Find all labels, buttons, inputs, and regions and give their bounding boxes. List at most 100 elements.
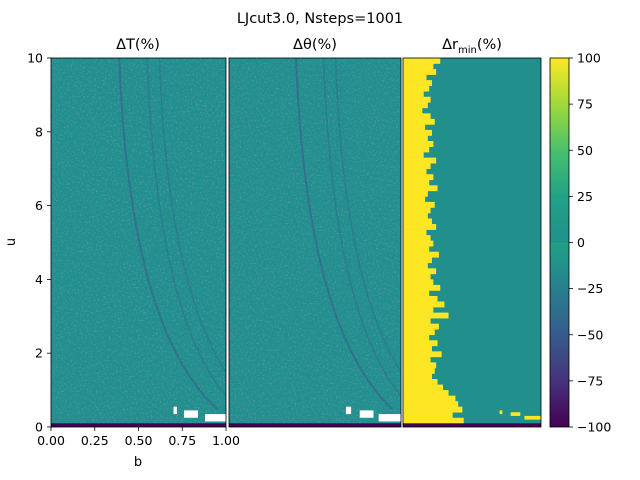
colorbar-tick-label: 25 bbox=[577, 189, 593, 204]
high-region-cell bbox=[403, 80, 432, 86]
y-tick-label: 6 bbox=[35, 198, 43, 213]
high-region-cell bbox=[403, 235, 431, 241]
high-region-cell bbox=[403, 251, 439, 258]
high-region-cell bbox=[403, 185, 438, 192]
high-region-cell bbox=[403, 290, 430, 297]
heatmap-arcs bbox=[118, 58, 226, 411]
high-region-cell bbox=[403, 229, 427, 236]
high-region-cell bbox=[403, 279, 434, 286]
high-region-cell bbox=[403, 58, 441, 64]
panel-title: Δθ(%) bbox=[293, 37, 337, 53]
high-region-cell bbox=[403, 406, 463, 413]
high-region-cell bbox=[403, 323, 439, 330]
high-region-cell bbox=[403, 113, 431, 120]
high-region-cell bbox=[403, 296, 438, 302]
missing-cell bbox=[345, 406, 352, 415]
colorbar-tick-label: 50 bbox=[577, 143, 593, 158]
high-value-cell bbox=[510, 412, 521, 416]
high-region-cell bbox=[403, 384, 444, 391]
high-region-cell bbox=[403, 240, 434, 247]
high-region-cell bbox=[403, 196, 426, 203]
high-region-cell bbox=[403, 412, 453, 419]
high-region-cell bbox=[403, 69, 437, 75]
arc-line bbox=[118, 58, 218, 411]
high-region-cell bbox=[403, 246, 430, 253]
high-region-cell bbox=[403, 417, 464, 424]
high-value-cell bbox=[524, 415, 541, 420]
arc-line bbox=[322, 58, 401, 398]
high-region-cell bbox=[403, 163, 431, 169]
x-tick-label: 0.50 bbox=[125, 433, 153, 448]
high-region-cell bbox=[403, 356, 431, 363]
high-region-cell bbox=[403, 329, 435, 336]
high-region-cell bbox=[403, 218, 432, 225]
high-region-cell bbox=[403, 141, 434, 147]
x-tick-label: 0.00 bbox=[37, 433, 65, 448]
high-region-cell bbox=[403, 284, 441, 291]
arc-line bbox=[295, 58, 394, 411]
y-tick-label: 4 bbox=[35, 272, 43, 287]
heatmap-arcs bbox=[295, 58, 401, 411]
colorbar-tick-label: −50 bbox=[577, 327, 603, 342]
low-band bbox=[51, 423, 226, 427]
high-region-cell bbox=[403, 262, 428, 269]
high-region-cell bbox=[403, 107, 423, 114]
high-region-cell bbox=[403, 312, 449, 319]
arc-line bbox=[158, 58, 226, 374]
missing-cell bbox=[359, 410, 374, 418]
high-region-cell bbox=[403, 373, 432, 380]
y-tick-label: 0 bbox=[35, 420, 43, 435]
heatmap-cells bbox=[229, 406, 401, 427]
figure-suptitle: LJcut3.0, Nsteps=1001 bbox=[237, 11, 403, 27]
panel-delta-T: ΔT(%) 0 2 4 6 8 10 0.00 0.25 0.50 0.75 1.00 b u bbox=[4, 37, 240, 470]
high-region-cell bbox=[403, 401, 459, 408]
missing-cell bbox=[173, 406, 177, 415]
axes-frame bbox=[228, 57, 402, 428]
missing-cell bbox=[205, 414, 226, 422]
high-region-cell bbox=[403, 207, 431, 214]
high-region-cell bbox=[403, 152, 424, 158]
high-region-cell bbox=[403, 135, 428, 142]
high-region-cell bbox=[403, 351, 442, 358]
y-axis-ticks: 0 2 4 6 8 10 bbox=[27, 51, 51, 435]
high-region-cell bbox=[403, 91, 424, 98]
high-region-cell bbox=[403, 74, 427, 81]
y-tick-label: 10 bbox=[27, 51, 43, 66]
y-tick-label: 2 bbox=[35, 346, 43, 361]
panel-delta-theta: Δθ(%) bbox=[228, 37, 402, 428]
high-region-cell bbox=[403, 63, 434, 70]
y-tick-label: 8 bbox=[35, 124, 43, 139]
high-region-cell bbox=[403, 157, 437, 164]
heatmap-texture bbox=[229, 58, 401, 427]
high-region-cell bbox=[403, 179, 430, 186]
high-region-cell bbox=[403, 174, 434, 181]
colorbar-tick-label: 75 bbox=[577, 97, 593, 112]
colorbar-ticks: 100 75 50 25 0 −25 −50 −75 −100 bbox=[569, 51, 611, 435]
missing-cell bbox=[378, 414, 401, 422]
panel-delta-rmin: Δrmin(%) bbox=[402, 37, 542, 428]
colorbar: 100 75 50 25 0 −25 −50 −75 −100 bbox=[549, 51, 611, 435]
high-region-cell bbox=[403, 390, 449, 396]
high-region-cell bbox=[403, 118, 435, 125]
panel-title: Δrmin(%) bbox=[442, 37, 502, 56]
high-region-cell bbox=[403, 96, 431, 103]
high-region-cell bbox=[403, 168, 427, 175]
colorbar-tick-label: −25 bbox=[577, 281, 603, 296]
colorbar-tick-label: 100 bbox=[577, 51, 601, 66]
high-region-cell bbox=[403, 190, 428, 197]
x-tick-label: 0.75 bbox=[168, 433, 196, 448]
high-region-cell bbox=[403, 340, 438, 347]
high-region-cell bbox=[403, 318, 431, 324]
x-axis-label: b bbox=[134, 455, 142, 470]
colorbar-tick-label: −75 bbox=[577, 373, 603, 388]
high-region-cell bbox=[403, 212, 428, 219]
x-tick-label: 0.25 bbox=[81, 433, 109, 448]
colorbar-gradient bbox=[550, 58, 569, 427]
y-axis-label: u bbox=[4, 238, 19, 246]
high-region-cell bbox=[403, 85, 430, 92]
high-region-cell bbox=[403, 334, 430, 341]
arc-line bbox=[146, 58, 226, 398]
low-band bbox=[229, 423, 401, 427]
high-region-cell bbox=[403, 307, 434, 313]
high-region-cell bbox=[403, 102, 428, 109]
